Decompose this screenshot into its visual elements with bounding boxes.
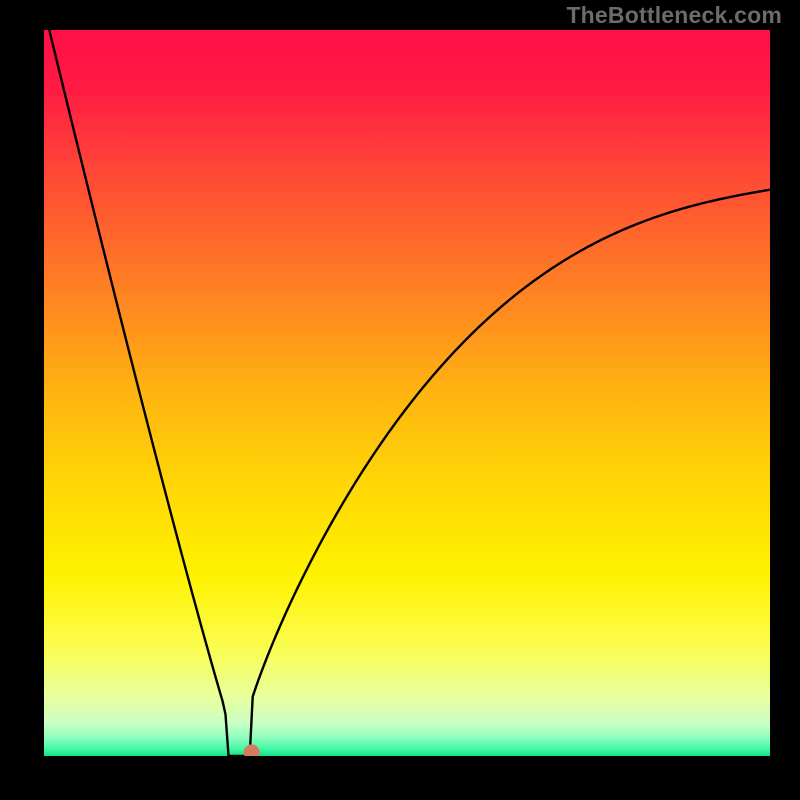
- plot-background: [44, 30, 770, 756]
- outer-frame: TheBottleneck.com: [0, 0, 800, 800]
- optimum-marker: [244, 744, 260, 760]
- chart-svg: [0, 0, 800, 800]
- watermark-text: TheBottleneck.com: [566, 2, 782, 29]
